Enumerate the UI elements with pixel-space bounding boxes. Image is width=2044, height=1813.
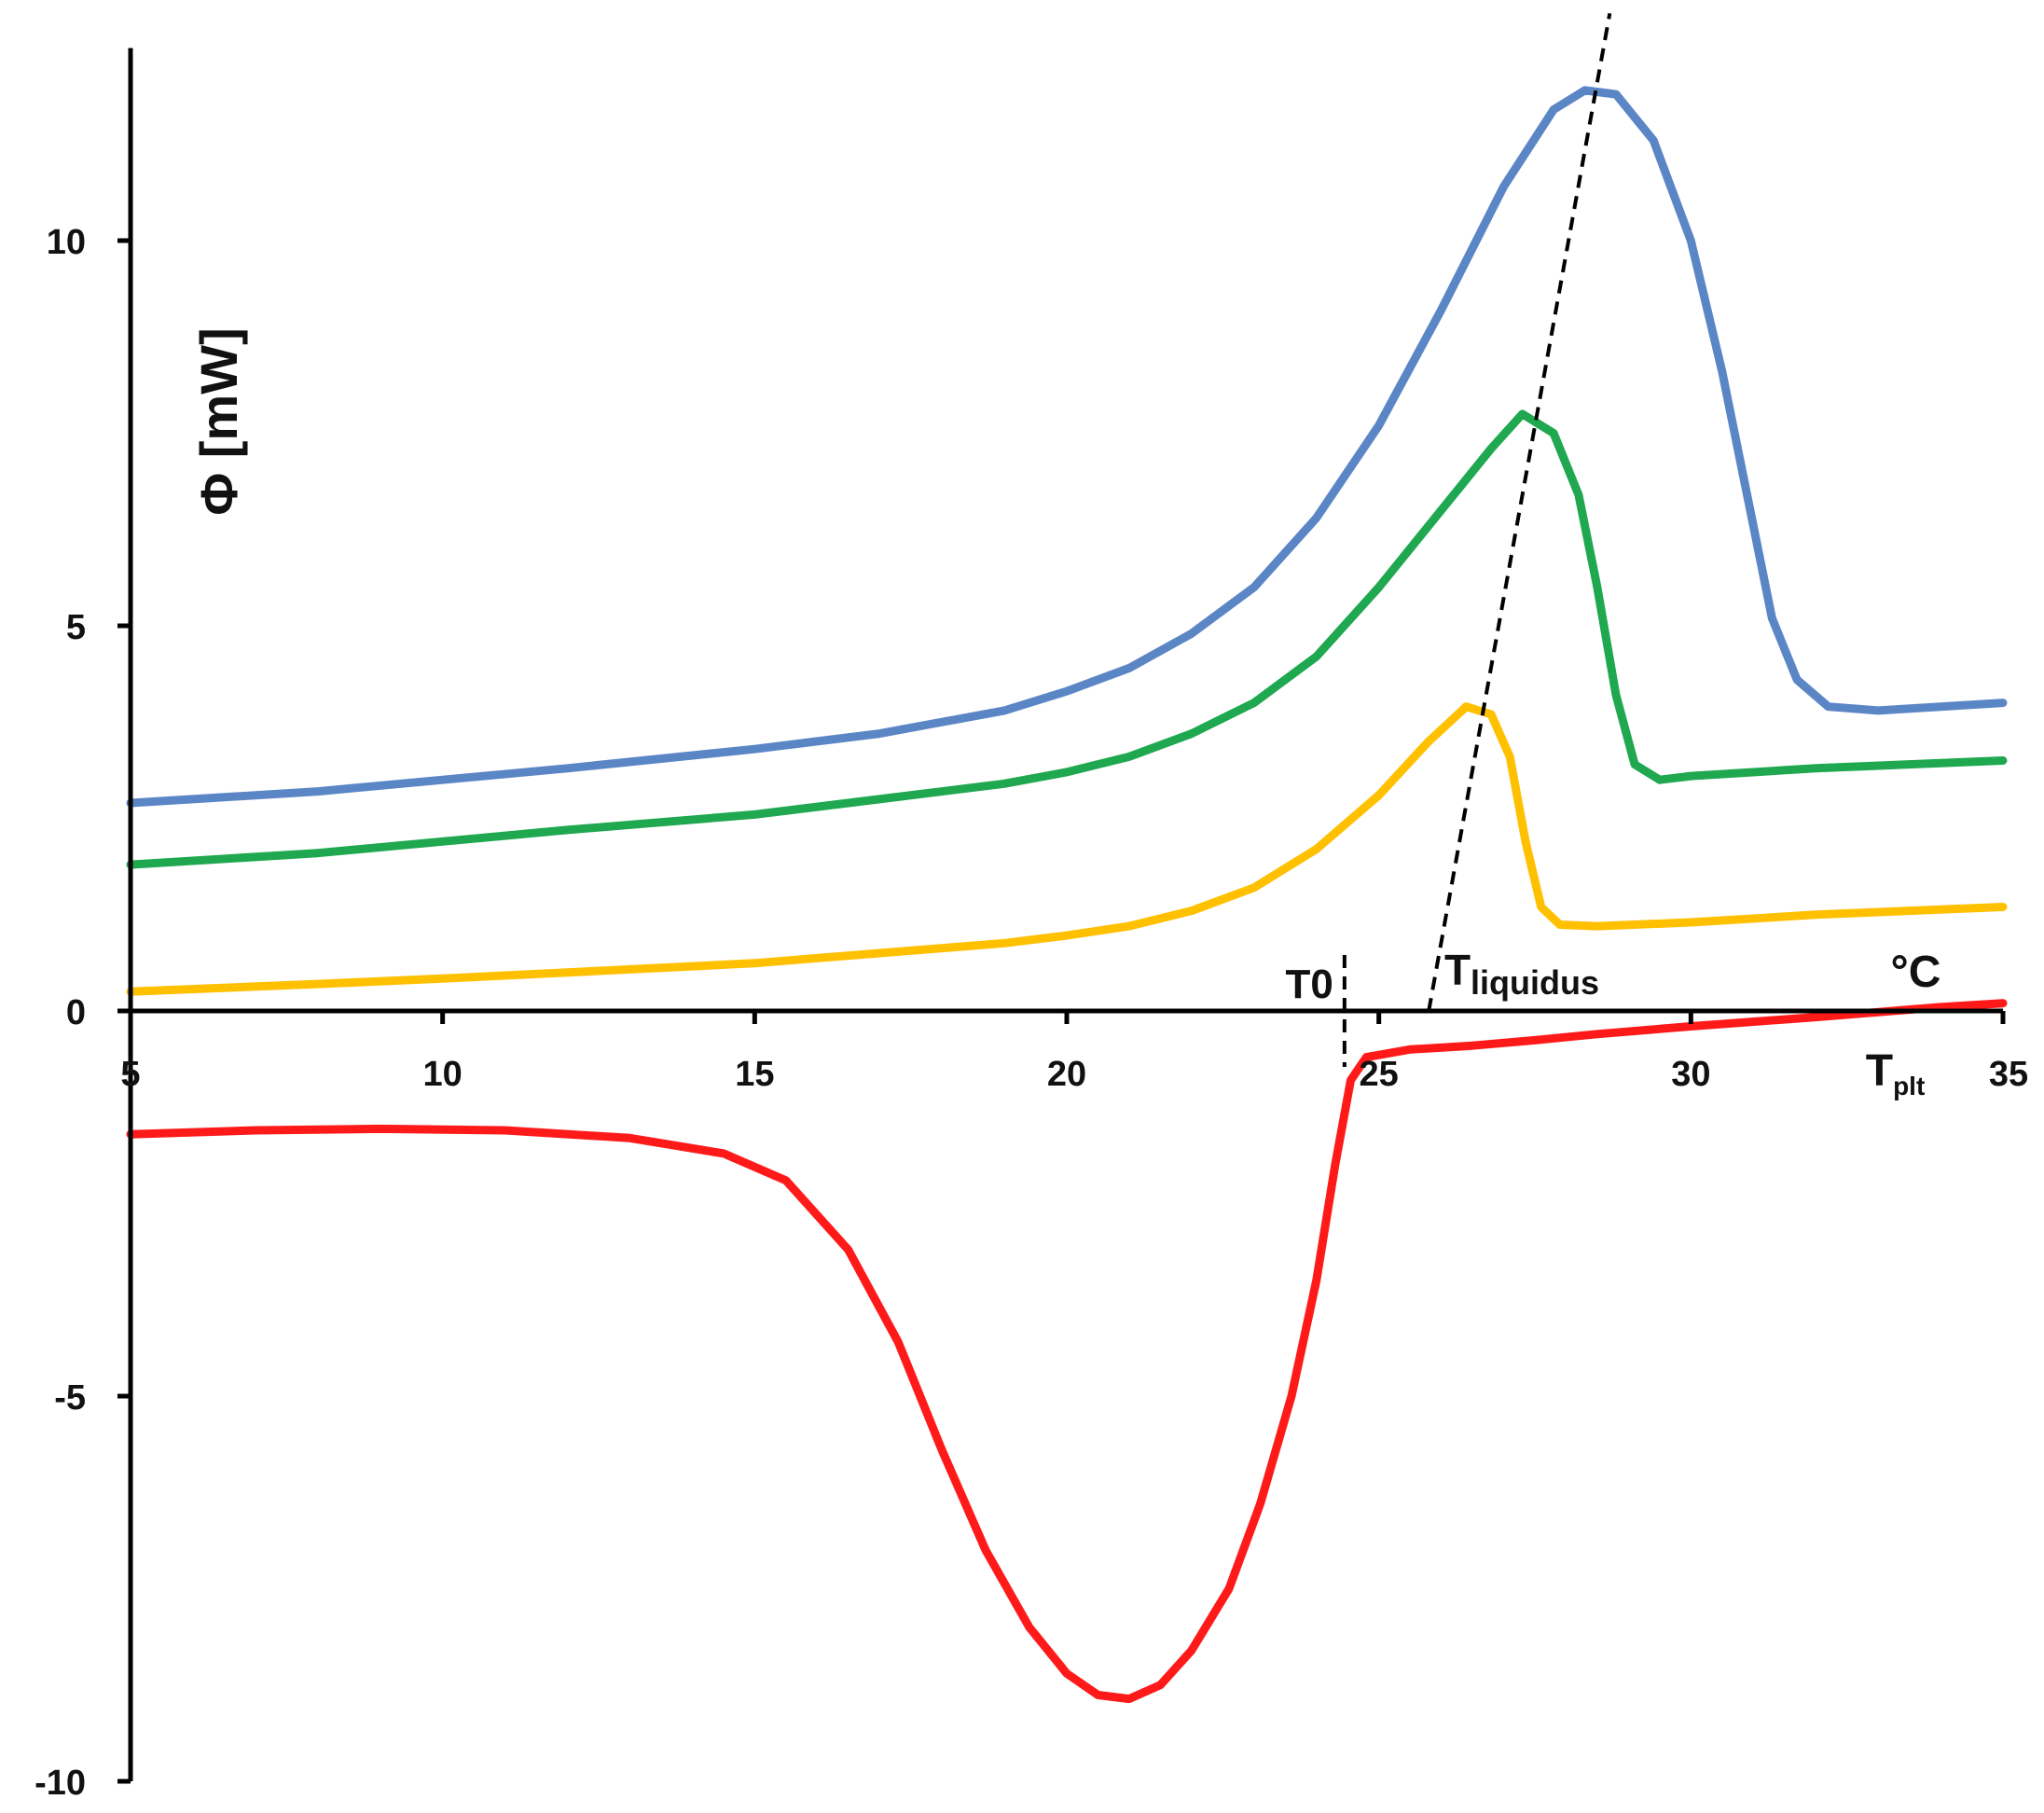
tliquidus-label: Tliquidus	[1444, 946, 1599, 1002]
y-tick-label: 10	[47, 223, 86, 262]
series-layer	[126, 86, 2008, 1704]
series-blue-line	[126, 86, 2008, 808]
y-tick-label: 0	[66, 993, 86, 1032]
tplt-label: Tplt	[1866, 1046, 1926, 1100]
x-tick-label: 30	[1671, 1055, 1710, 1094]
x-tick-label: 10	[423, 1055, 463, 1094]
y-tick-label: 5	[66, 608, 86, 647]
y-axis-label: Φ [mW]	[189, 327, 248, 515]
y-tick-label: -10	[35, 1764, 86, 1803]
x-unit-label: °C	[1891, 948, 1941, 997]
x-tick-label: 20	[1047, 1055, 1086, 1094]
x-tick-label: 25	[1360, 1055, 1399, 1094]
annotation-layer: T0 Tliquidus Tplt °C Φ [mW]	[189, 12, 1941, 1100]
liquidus-extrapolation-line	[1427, 12, 1612, 1012]
x-tick-label: 35	[1989, 1055, 2028, 1094]
t0-label: T0	[1285, 962, 1333, 1007]
tplt-label-sub: plt	[1893, 1072, 1925, 1100]
series-yellow-line	[126, 702, 2008, 996]
tliquidus-label-sub: liquidus	[1471, 963, 1599, 1002]
series-green-line	[126, 409, 2008, 869]
axes-layer	[128, 48, 2003, 1781]
y-tick-label: -5	[54, 1378, 86, 1418]
tplt-label-main: T	[1866, 1046, 1893, 1096]
x-tick-label: 15	[735, 1055, 774, 1094]
tliquidus-label-main: T	[1444, 946, 1471, 994]
x-tick-label: 5	[120, 1055, 140, 1094]
series-red-line	[126, 999, 2008, 1704]
